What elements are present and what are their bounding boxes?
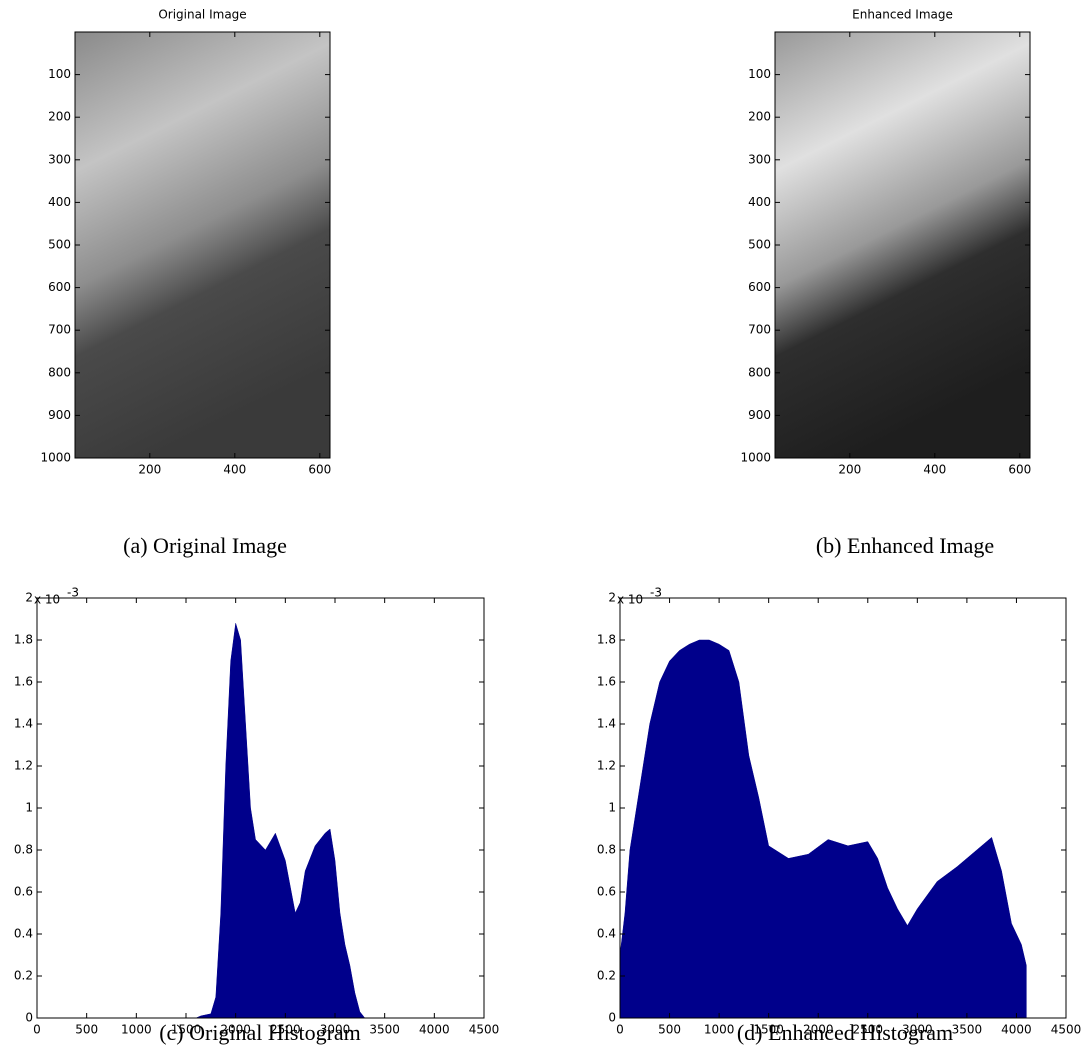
y-tick-label: 500: [748, 238, 771, 252]
x-tick-label: 400: [223, 463, 246, 477]
x-tick-label: 3000: [902, 1023, 933, 1037]
y-tick-label: 300: [748, 152, 771, 166]
y-tick-label: 600: [748, 280, 771, 294]
axis-multiplier-exponent: -3: [650, 586, 662, 600]
y-tick-label: 0.8: [597, 843, 616, 857]
y-tick-label: 900: [748, 408, 771, 422]
x-tick-label: 400: [923, 463, 946, 477]
y-tick-label: 500: [48, 238, 71, 252]
axis-multiplier: x 10: [617, 593, 643, 607]
x-tick-label: 3000: [320, 1023, 351, 1037]
x-tick-label: 2000: [803, 1023, 834, 1037]
y-tick-label: 300: [48, 152, 71, 166]
x-tick-label: 0: [616, 1023, 624, 1037]
x-tick-label: 1000: [704, 1023, 735, 1037]
y-tick-label: 1000: [40, 451, 71, 465]
image: [775, 32, 1030, 458]
x-tick-label: 2000: [220, 1023, 251, 1037]
x-tick-label: 3500: [952, 1023, 983, 1037]
y-tick-label: 1.4: [14, 717, 33, 731]
caption: (a) Original Image: [123, 533, 287, 558]
y-tick-label: 2: [25, 591, 33, 605]
histogram-area: [619, 639, 1027, 1019]
y-tick-label: 0.6: [597, 885, 616, 899]
x-tick-label: 4000: [419, 1023, 450, 1037]
y-tick-label: 2: [608, 591, 616, 605]
y-tick-label: 1.4: [597, 717, 616, 731]
panel-title: Enhanced Image: [852, 8, 953, 22]
y-tick-label: 1.6: [597, 675, 616, 689]
y-tick-label: 1: [25, 801, 33, 815]
x-tick-label: 600: [1008, 463, 1031, 477]
y-tick-label: 800: [48, 365, 71, 379]
caption: (d) Enhanced Histogram: [737, 1020, 953, 1045]
x-tick-label: 500: [658, 1023, 681, 1037]
y-tick-label: 0.4: [597, 927, 616, 941]
x-tick-label: 1500: [171, 1023, 202, 1037]
y-tick-label: 100: [48, 67, 71, 81]
caption: (c) Original Histogram: [159, 1020, 361, 1045]
x-tick-label: 4000: [1001, 1023, 1032, 1037]
x-tick-label: 1500: [753, 1023, 784, 1037]
x-tick-label: 200: [138, 463, 161, 477]
y-tick-label: 200: [48, 110, 71, 124]
histogram-area: [195, 623, 366, 1019]
y-tick-label: 1.8: [597, 633, 616, 647]
x-tick-label: 1000: [121, 1023, 152, 1037]
image: [75, 32, 330, 458]
x-tick-label: 2500: [270, 1023, 301, 1037]
y-tick-label: 1000: [740, 451, 771, 465]
y-tick-label: 900: [48, 408, 71, 422]
x-tick-label: 4500: [469, 1023, 500, 1037]
y-tick-label: 0.4: [14, 927, 33, 941]
x-tick-label: 500: [75, 1023, 98, 1037]
y-tick-label: 1.8: [14, 633, 33, 647]
caption: (b) Enhanced Image: [816, 533, 994, 558]
y-tick-label: 700: [748, 323, 771, 337]
y-tick-label: 400: [48, 195, 71, 209]
panel-title: Original Image: [158, 8, 246, 22]
x-tick-label: 3500: [369, 1023, 400, 1037]
y-tick-label: 0.2: [14, 969, 33, 983]
y-tick-label: 200: [748, 110, 771, 124]
y-tick-label: 100: [748, 67, 771, 81]
y-tick-label: 400: [748, 195, 771, 209]
y-tick-label: 0: [608, 1011, 616, 1025]
y-tick-label: 800: [748, 365, 771, 379]
axis-multiplier-exponent: -3: [67, 586, 79, 600]
y-tick-label: 1: [608, 801, 616, 815]
y-tick-label: 0.8: [14, 843, 33, 857]
y-tick-label: 700: [48, 323, 71, 337]
axis-multiplier: x 10: [34, 593, 60, 607]
y-tick-label: 1.6: [14, 675, 33, 689]
y-tick-label: 600: [48, 280, 71, 294]
x-tick-label: 0: [33, 1023, 41, 1037]
y-tick-label: 1.2: [14, 759, 33, 773]
x-tick-label: 4500: [1051, 1023, 1082, 1037]
y-tick-label: 0: [25, 1011, 33, 1025]
y-tick-label: 0.2: [597, 969, 616, 983]
y-tick-label: 1.2: [597, 759, 616, 773]
x-tick-label: 2500: [853, 1023, 884, 1037]
x-tick-label: 600: [308, 463, 331, 477]
x-tick-label: 200: [838, 463, 861, 477]
y-tick-label: 0.6: [14, 885, 33, 899]
